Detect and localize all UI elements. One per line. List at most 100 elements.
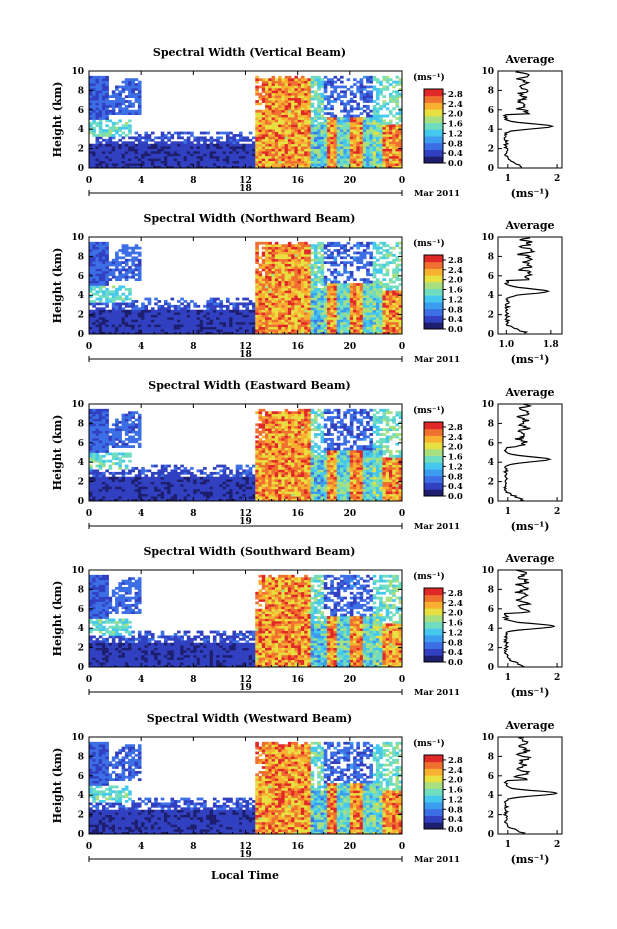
- heatmap-cell: [105, 268, 109, 272]
- y-tick-label: 10: [71, 233, 84, 243]
- heatmap-cell: [346, 324, 351, 328]
- heatmap-cell: [359, 92, 364, 96]
- heatmap-cell: [89, 95, 93, 99]
- heatmap-cell: [281, 124, 285, 128]
- heatmap-cell: [349, 146, 354, 149]
- heatmap-cell: [369, 153, 374, 157]
- heatmap-cell: [382, 241, 387, 245]
- heatmap-cell: [242, 151, 246, 154]
- heatmap-cell: [375, 109, 380, 113]
- heatmap-cell: [336, 314, 341, 318]
- heatmap-cell: [379, 136, 383, 140]
- heatmap-cell: [98, 244, 103, 248]
- heatmap-cell: [134, 138, 139, 142]
- heatmap-cell: [366, 312, 370, 315]
- heatmap-cell: [95, 251, 100, 255]
- heatmap-cell: [183, 141, 188, 145]
- heatmap-cell: [271, 107, 276, 111]
- heatmap-cell: [98, 314, 103, 318]
- heatmap-cell: [379, 126, 383, 130]
- heatmap-cell: [297, 256, 302, 260]
- heatmap-cell: [294, 155, 299, 159]
- heatmap-cell: [336, 270, 341, 274]
- heatmap-cell: [265, 297, 269, 301]
- heatmap-cell: [330, 78, 334, 82]
- heatmap-cell: [265, 124, 269, 128]
- heatmap-cell: [238, 324, 243, 328]
- heatmap-cell: [134, 158, 139, 162]
- heatmap-cell: [92, 241, 96, 245]
- heatmap-cell: [398, 278, 403, 281]
- heatmap-cell: [278, 146, 282, 149]
- heatmap-cell: [118, 126, 122, 130]
- heatmap-cell: [388, 312, 393, 315]
- heatmap-cell: [297, 278, 302, 281]
- colorbar-segment: [424, 156, 443, 164]
- colorbar-segment: [424, 261, 443, 269]
- heatmap-cell: [330, 304, 334, 308]
- heatmap-cell: [320, 102, 325, 106]
- heatmap-cell: [183, 331, 188, 335]
- heatmap-cell: [92, 329, 96, 332]
- heatmap-cell: [271, 138, 276, 142]
- heatmap-cell: [366, 114, 370, 118]
- heatmap-cell: [297, 321, 302, 325]
- heatmap-cell: [304, 295, 308, 298]
- heatmap-cell: [265, 119, 269, 123]
- heatmap-cell: [362, 244, 367, 248]
- heatmap-cell: [333, 312, 338, 315]
- heatmap-cell: [89, 153, 93, 157]
- heatmap-cell: [258, 270, 263, 274]
- heatmap-cell: [346, 146, 351, 149]
- heatmap-cell: [95, 321, 100, 325]
- heatmap-cell: [349, 312, 354, 315]
- heatmap-cell: [379, 268, 383, 272]
- heatmap-cell: [346, 275, 351, 279]
- heatmap-cell: [317, 312, 321, 315]
- heatmap-cell: [349, 148, 354, 152]
- heatmap-cell: [366, 241, 370, 245]
- heatmap-cell: [118, 158, 122, 162]
- heatmap-cell: [336, 253, 341, 257]
- heatmap-cell: [115, 268, 119, 272]
- heatmap-cell: [115, 158, 119, 162]
- heatmap-cell: [388, 280, 393, 284]
- heatmap-cell: [115, 100, 119, 103]
- heatmap-cell: [186, 163, 191, 166]
- heatmap-cell: [261, 160, 266, 164]
- heatmap-cell: [261, 314, 266, 318]
- heatmap-cell: [310, 273, 315, 277]
- heatmap-cell: [274, 83, 279, 86]
- heatmap-cell: [375, 121, 380, 125]
- heatmap-cell: [274, 131, 279, 135]
- heatmap-cell: [395, 117, 400, 120]
- heatmap-cell: [124, 268, 129, 272]
- heatmap-cell: [115, 148, 119, 152]
- heatmap-cell: [294, 268, 299, 272]
- heatmap-cell: [144, 297, 149, 301]
- heatmap-cell: [124, 302, 129, 306]
- heatmap-cell: [89, 300, 93, 303]
- heatmap-cell: [209, 165, 214, 169]
- heatmap-cell: [115, 331, 119, 335]
- heatmap-cell: [297, 292, 302, 296]
- heatmap-cell: [320, 143, 325, 147]
- heatmap-cell: [392, 319, 396, 323]
- heatmap-cell: [274, 331, 279, 335]
- heatmap-cell: [265, 104, 269, 108]
- heatmap-cell: [98, 85, 103, 89]
- heatmap-cell: [349, 131, 354, 135]
- heatmap-cell: [92, 256, 96, 260]
- heatmap-cell: [313, 138, 318, 142]
- heatmap-cell: [124, 163, 129, 166]
- heatmap-cell: [307, 249, 312, 252]
- heatmap-cell: [238, 331, 243, 335]
- heatmap-cell: [124, 249, 129, 252]
- heatmap-cell: [287, 302, 292, 306]
- heatmap-cell: [353, 117, 357, 120]
- heatmap-cell: [229, 141, 233, 145]
- heatmap-cell: [274, 307, 279, 311]
- heatmap-cell: [313, 307, 318, 311]
- heatmap-cell: [225, 312, 230, 315]
- heatmap-cell: [115, 153, 119, 157]
